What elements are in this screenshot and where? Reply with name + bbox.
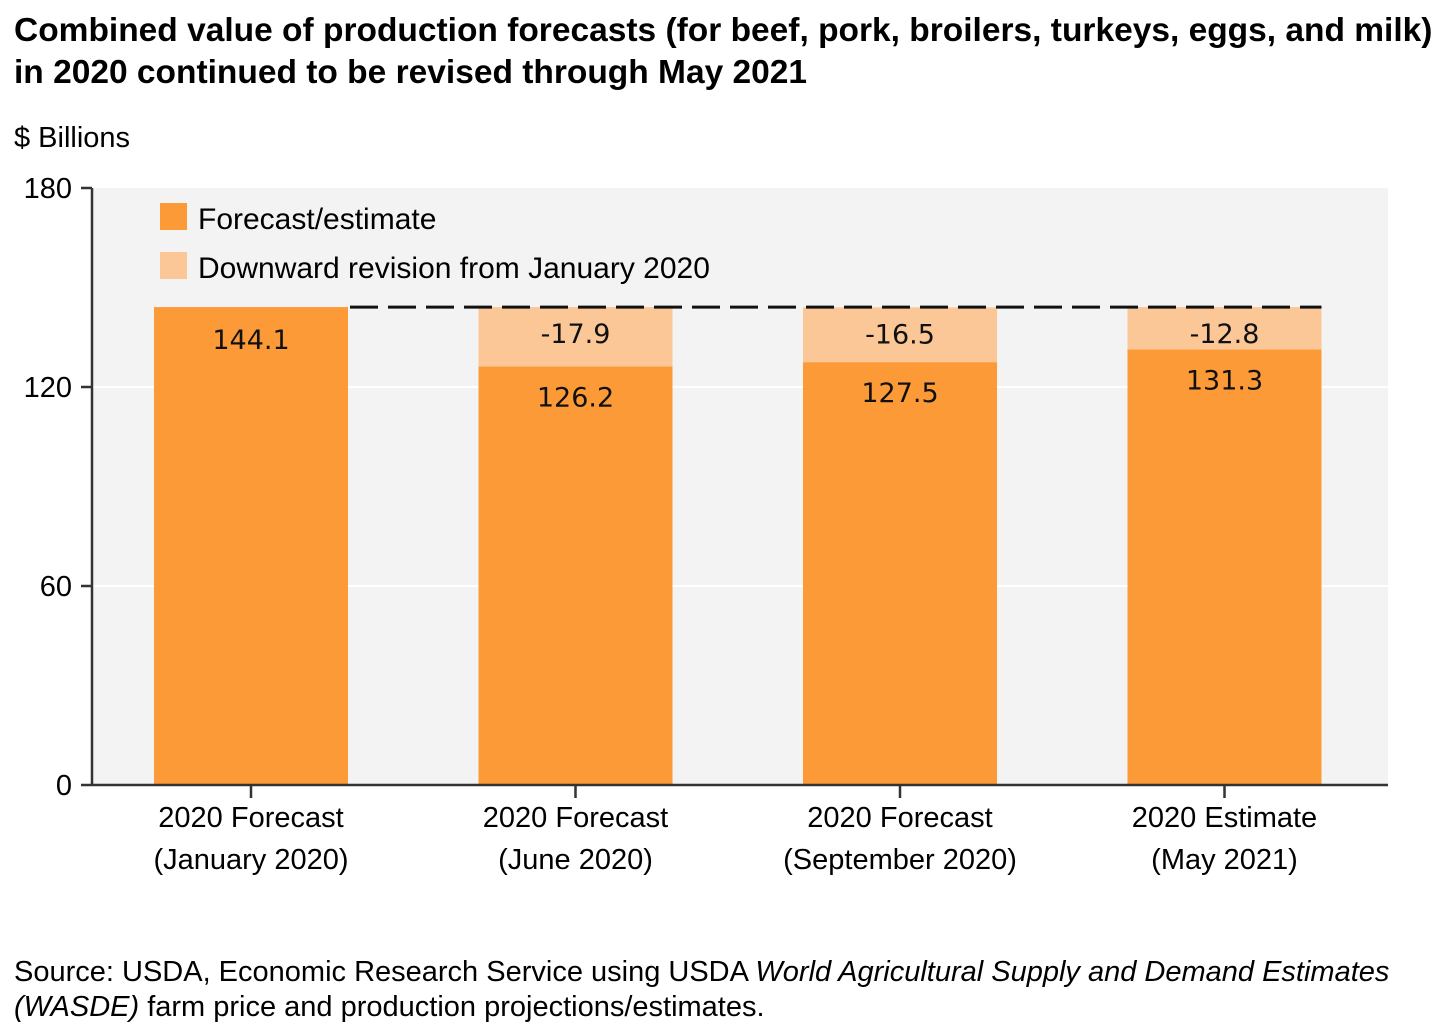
source-suffix: farm price and production projections/es… — [139, 991, 765, 1023]
legend-label: Downward revision from January 2020 — [198, 252, 710, 285]
x-tick-label-sub: (September 2020) — [783, 844, 1017, 876]
bar-forecast — [478, 366, 673, 785]
bar-forecast — [1127, 349, 1322, 785]
x-tick-label-sub: (January 2020) — [153, 844, 348, 876]
x-tick-label: 2020 Forecast — [158, 802, 343, 834]
x-tick-label-sub: (May 2021) — [1151, 844, 1298, 876]
source-prefix: Source: USDA, Economic Research Service … — [14, 956, 756, 988]
y-tick-label: 120 — [24, 372, 72, 404]
bar-label-revision: -17.9 — [541, 319, 611, 350]
legend-label: Forecast/estimate — [198, 203, 436, 236]
bar-revision — [803, 307, 997, 363]
y-axis-label: $ Billions — [14, 122, 131, 154]
bar-label-value: 126.2 — [537, 382, 614, 413]
x-tick-label: 2020 Estimate — [1132, 802, 1317, 834]
source-note: Source: USDA, Economic Research Service … — [14, 955, 1434, 1025]
legend-swatch — [160, 203, 187, 230]
x-tick-label-sub: (June 2020) — [498, 844, 653, 876]
bar-revision — [1127, 307, 1322, 350]
bar-label-value: 144.1 — [212, 325, 289, 356]
chart-title: Combined value of production forecasts (… — [14, 12, 1433, 91]
x-tick-label: 2020 Forecast — [483, 802, 668, 834]
y-tick-label: 60 — [40, 571, 72, 603]
y-tick-label: 180 — [24, 173, 72, 205]
bar-forecast — [154, 307, 348, 785]
bar-label-revision: -16.5 — [865, 319, 935, 350]
y-tick-label: 0 — [56, 770, 72, 802]
bar-label-revision: -12.8 — [1190, 319, 1260, 350]
x-tick-label: 2020 Forecast — [807, 802, 992, 834]
bar-revision — [478, 307, 673, 367]
source-italic: World Agricultural Supply and Demand Est… — [14, 956, 1390, 1023]
bar-label-value: 127.5 — [861, 378, 938, 409]
legend-swatch — [160, 252, 187, 279]
bar-forecast — [803, 362, 997, 785]
bar-label-value: 131.3 — [1186, 366, 1263, 397]
